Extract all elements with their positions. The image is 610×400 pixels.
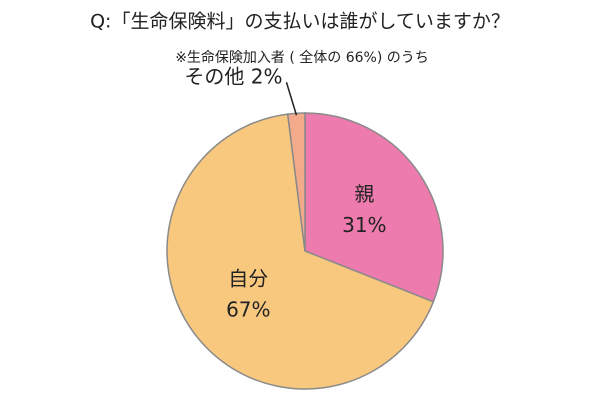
category-label: 親 bbox=[354, 182, 374, 206]
value-label: 31% bbox=[342, 213, 386, 237]
pie-slice bbox=[166, 113, 435, 390]
chart-title: Q:「生命保険料」の支払いは誰がしていますか？ bbox=[90, 11, 510, 33]
leader-line bbox=[285, 82, 298, 116]
category-label: その他 bbox=[184, 64, 244, 88]
chart-subtitle: ※生命保険加入者 ( 全体の 66%) のうち bbox=[175, 49, 429, 66]
category-label: 自分 bbox=[228, 266, 268, 290]
slice-label: その他 2% bbox=[184, 64, 282, 88]
value-label: 2% bbox=[251, 64, 283, 88]
pie-slice bbox=[304, 112, 444, 303]
value-label: 67% bbox=[226, 297, 270, 321]
